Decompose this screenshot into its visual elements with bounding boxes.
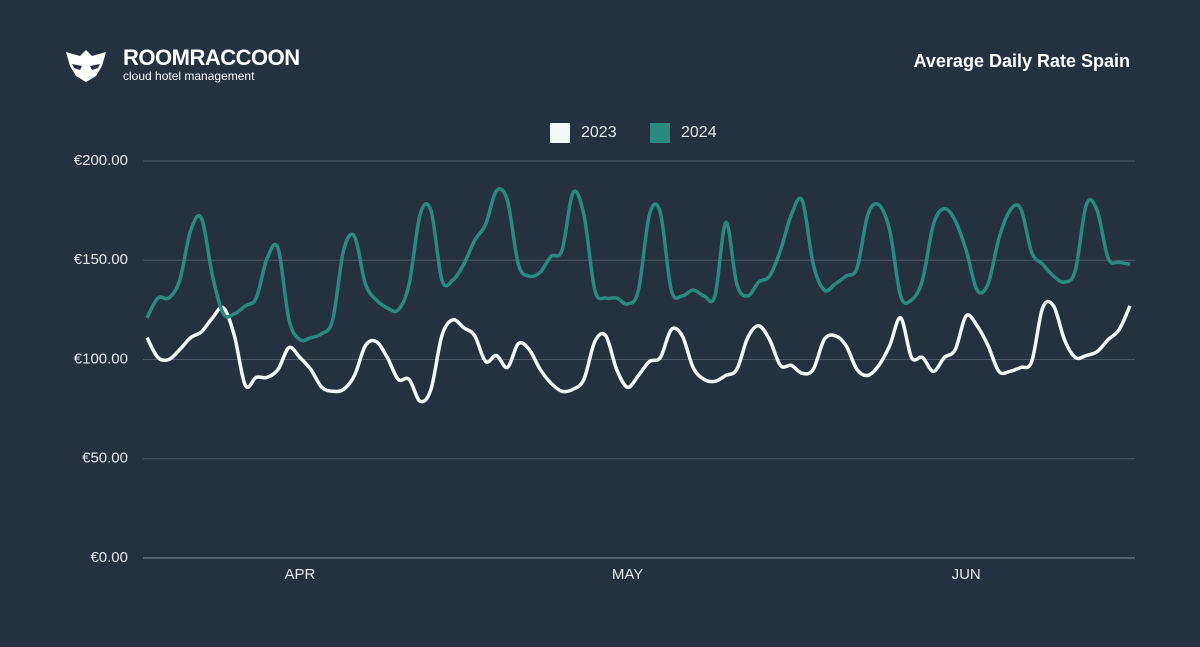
y-tick-label: €0.00 <box>90 549 128 566</box>
y-tick-label: €100.00 <box>74 350 128 367</box>
line-series <box>145 187 1131 343</box>
y-tick-label: €50.00 <box>82 450 128 467</box>
x-tick-label: APR <box>284 566 315 583</box>
line-series <box>145 299 1132 404</box>
legend-label: 2024 <box>681 124 717 141</box>
y-tick-label: €150.00 <box>74 251 128 268</box>
legend-swatch <box>650 123 670 143</box>
x-tick-label: MAY <box>612 566 643 583</box>
y-tick-label: €200.00 <box>74 152 128 169</box>
legend-swatch <box>550 123 570 143</box>
x-tick-label: JUN <box>952 566 981 583</box>
logo-icon <box>66 50 106 82</box>
logo-tagline: cloud hotel management <box>123 69 255 83</box>
legend-label: 2023 <box>581 124 617 141</box>
chart-title: Average Daily Rate Spain <box>914 51 1130 71</box>
logo-name: ROOMRACCOON <box>123 45 300 70</box>
